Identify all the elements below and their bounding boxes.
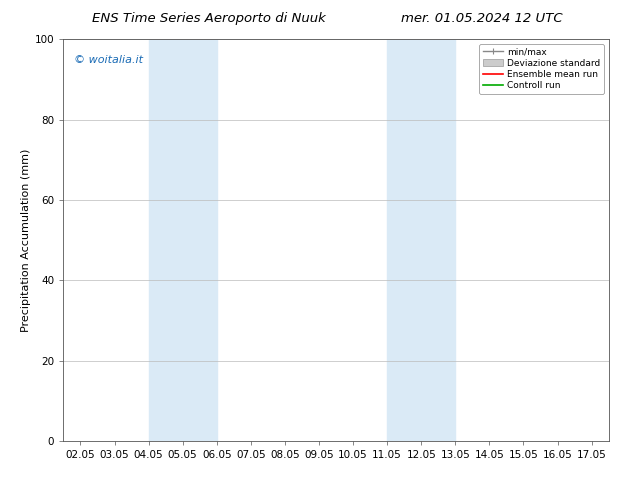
Y-axis label: Precipitation Accumulation (mm): Precipitation Accumulation (mm) [20, 148, 30, 332]
Bar [387, 39, 455, 441]
Legend: min/max, Deviazione standard, Ensemble mean run, Controll run: min/max, Deviazione standard, Ensemble m… [479, 44, 604, 94]
Bar [148, 39, 217, 441]
Text: © woitalia.it: © woitalia.it [74, 55, 143, 65]
Text: mer. 01.05.2024 12 UTC: mer. 01.05.2024 12 UTC [401, 12, 562, 25]
Text: ENS Time Series Aeroporto di Nuuk: ENS Time Series Aeroporto di Nuuk [93, 12, 326, 25]
